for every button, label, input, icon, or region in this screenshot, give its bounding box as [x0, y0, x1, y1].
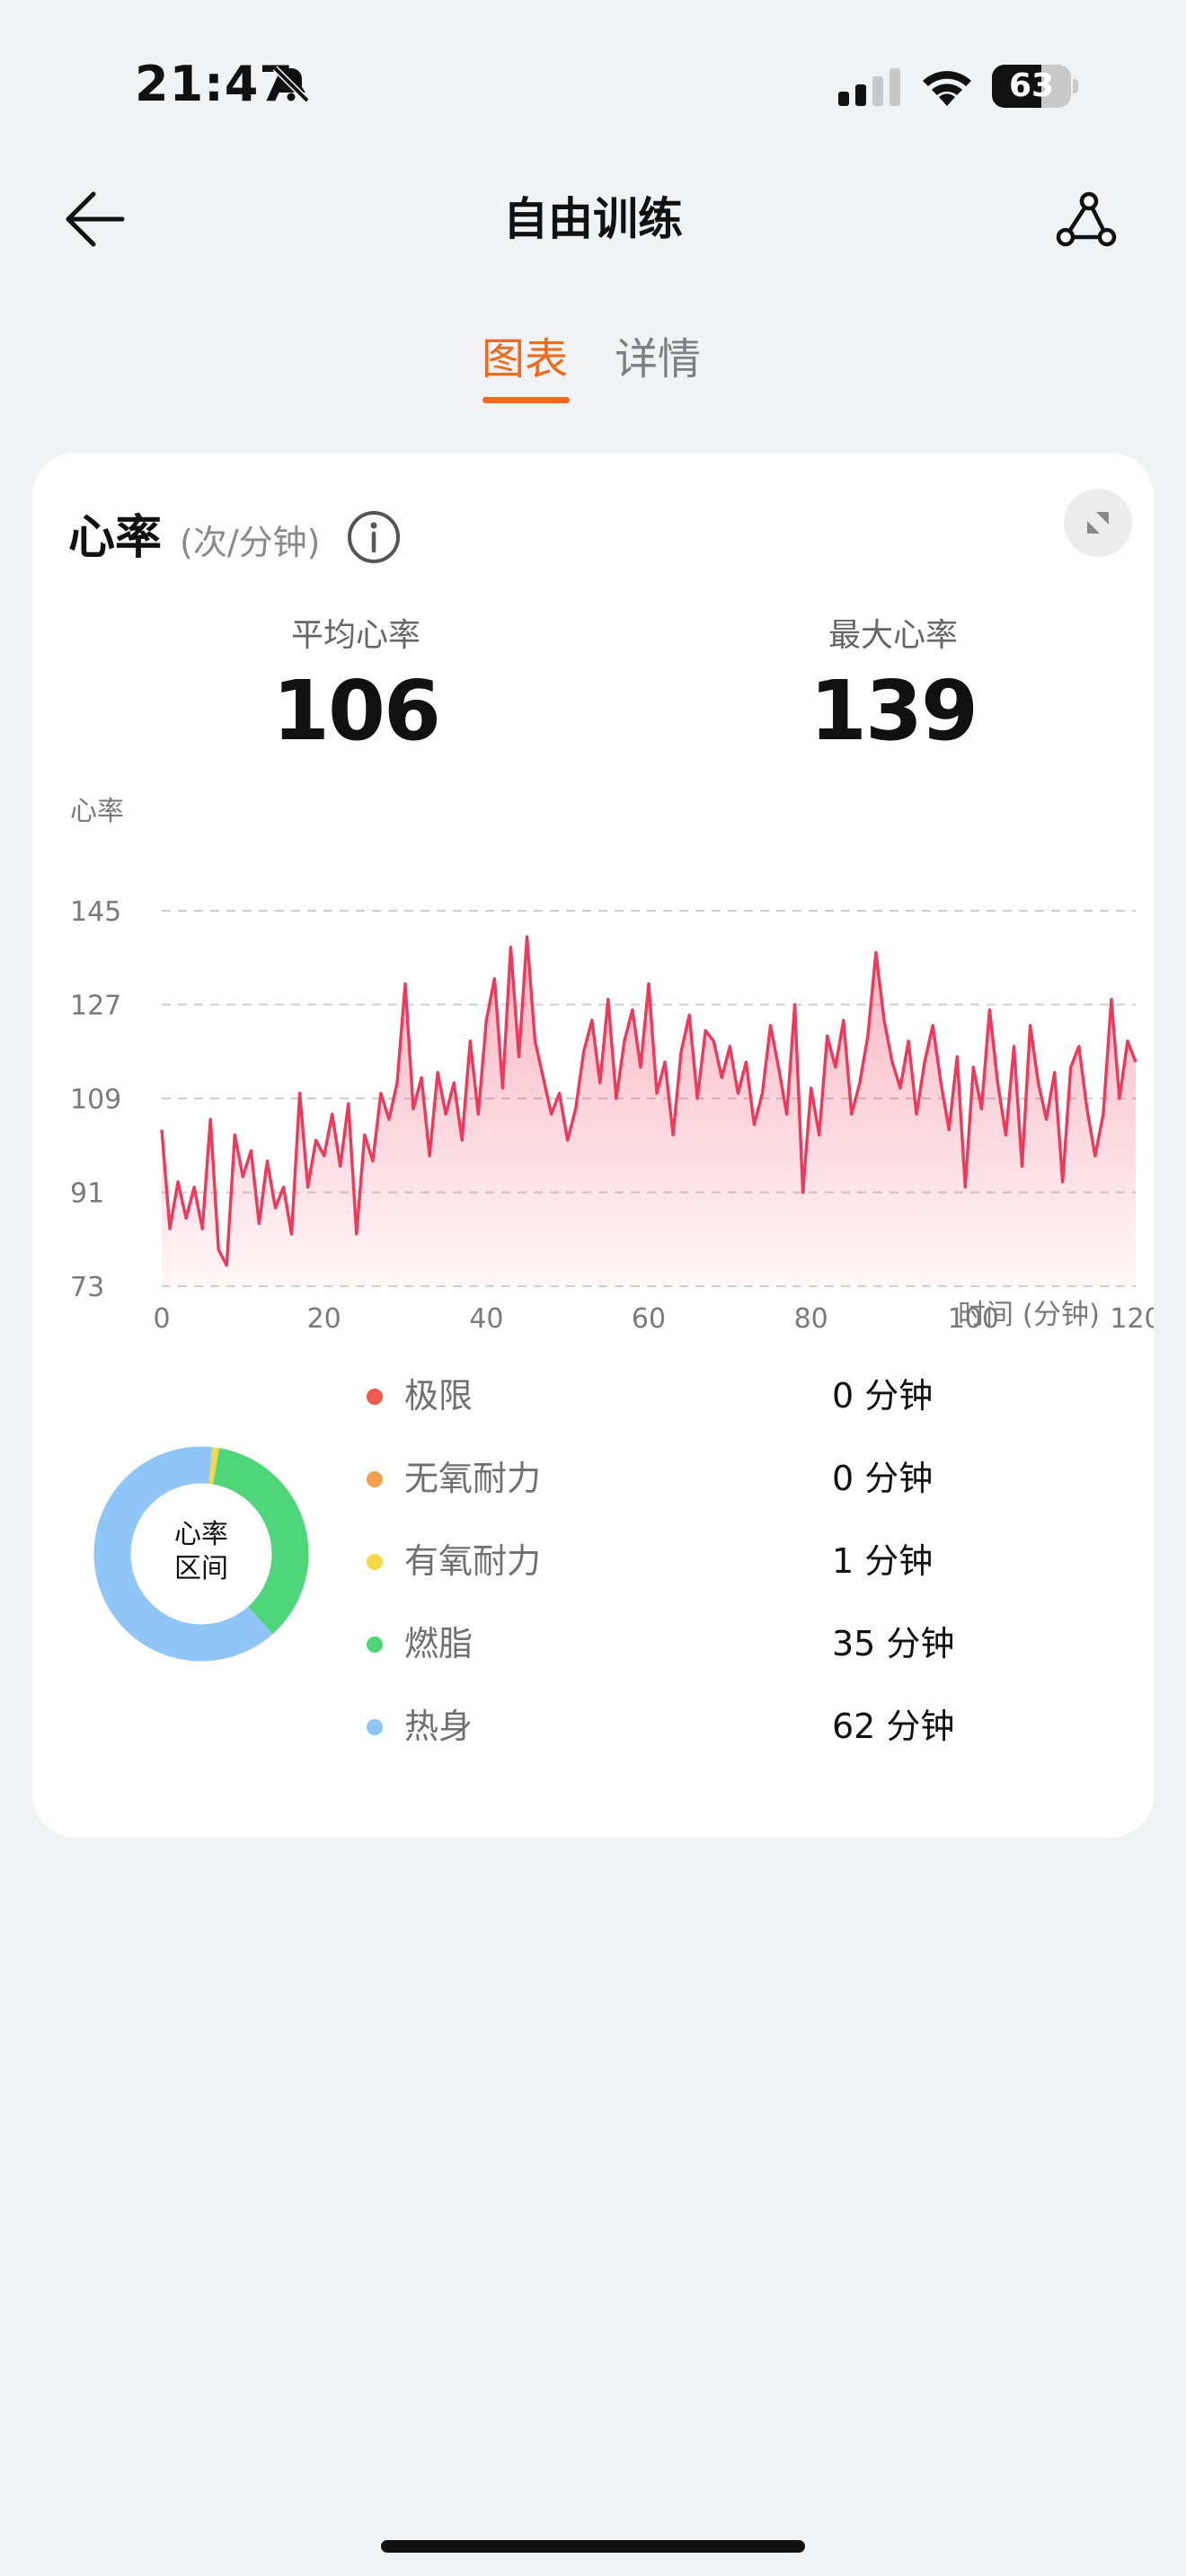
x-tick-label: 100 [948, 1303, 999, 1333]
zone-row-anaerobic: 无氧耐力 0 分钟 [367, 1451, 1103, 1505]
x-tick-label: 20 [307, 1303, 341, 1333]
zone-donut-chart [93, 1446, 309, 1662]
nav-bar: 自由训练 [0, 171, 1186, 260]
heart-rate-card: 心率 (次/分钟) 平均心率 106 最大心率 139 心率 73 91 109 12… [32, 453, 1154, 1838]
expand-icon [1087, 512, 1109, 534]
status-time: 21:47 [135, 56, 294, 112]
x-tick-label: 80 [794, 1303, 828, 1333]
zone-value: 0 分钟 [832, 1459, 934, 1498]
card-title: 心率 [68, 511, 163, 565]
zone-dot-icon [367, 1636, 383, 1653]
battery-icon: 63 [992, 65, 1071, 108]
x-tick-label: 60 [632, 1303, 666, 1333]
tab-chart[interactable]: 图表 [482, 334, 569, 384]
zone-value: 62 分钟 [832, 1707, 955, 1746]
wifi-icon [923, 71, 971, 106]
y-tick-label: 145 [70, 896, 121, 928]
zone-row-fat-burn: 燃脂 35 分钟 [367, 1617, 1103, 1671]
zone-row-warm-up: 热身 62 分钟 [367, 1699, 1103, 1753]
battery-level: 63 [1008, 67, 1055, 104]
page-title: 自由训练 [503, 193, 683, 245]
average-heart-rate: 平均心率 106 [176, 614, 535, 765]
zone-value: 35 分钟 [832, 1624, 955, 1663]
zone-name: 无氧耐力 [404, 1459, 542, 1498]
y-tick-label: 91 [70, 1178, 104, 1210]
zone-name: 有氧耐力 [404, 1541, 542, 1581]
zone-value: 0 分钟 [832, 1376, 934, 1416]
tab-bar: 图表 详情 [0, 325, 1186, 406]
x-tick-label: 120 [1110, 1303, 1154, 1333]
avg-label: 平均心率 [290, 617, 420, 654]
donut-center-label: 心率 区间 [92, 1518, 311, 1586]
zone-name: 燃脂 [404, 1624, 474, 1663]
card-unit: (次/分钟) [180, 523, 321, 562]
x-tick-label: 40 [469, 1303, 503, 1333]
cellular-signal-icon [838, 68, 900, 106]
back-arrow-icon[interactable] [56, 181, 131, 257]
zone-dot-icon [367, 1554, 383, 1570]
tab-details[interactable]: 详情 [615, 334, 702, 384]
max-heart-rate: 最大心率 139 [713, 614, 1073, 765]
zone-name: 热身 [404, 1707, 474, 1746]
y-tick-label: 109 [70, 1084, 121, 1116]
fullscreen-button[interactable] [1064, 489, 1132, 557]
heart-rate-zones: 心率 区间 极限 0 分钟 无氧耐力 0 分钟 有氧耐力 1 分钟 燃脂 35 … [32, 1351, 1154, 1782]
zone-value: 1 分钟 [832, 1541, 934, 1581]
route-track-icon[interactable] [1051, 183, 1123, 255]
zone-row-extreme: 极限 0 分钟 [367, 1369, 1103, 1423]
zone-name: 极限 [404, 1376, 474, 1416]
zone-dot-icon [367, 1719, 383, 1735]
max-label: 最大心率 [828, 617, 958, 654]
x-tick-label: 0 [153, 1303, 170, 1333]
avg-value: 106 [271, 663, 441, 759]
donut-label-line1: 心率 [174, 1519, 228, 1550]
info-icon[interactable] [345, 508, 403, 566]
chart-x-label: 时间 (分钟) [958, 1299, 1101, 1331]
heart-rate-area [162, 937, 1136, 1286]
zone-dot-icon [367, 1471, 383, 1487]
chart-y-label: 心率 [70, 796, 124, 827]
y-tick-label: 127 [70, 991, 121, 1022]
active-tab-indicator [482, 397, 570, 403]
zone-row-aerobic: 有氧耐力 1 分钟 [367, 1534, 1103, 1588]
home-indicator[interactable] [381, 2540, 805, 2553]
status-bar: 21:47 63 [0, 0, 1186, 171]
zone-dot-icon [367, 1389, 383, 1405]
donut-label-line2: 区间 [174, 1553, 228, 1584]
donut-segment [93, 1446, 309, 1662]
y-tick-label: 73 [70, 1272, 104, 1303]
max-value: 139 [809, 663, 978, 759]
donut-segment [93, 1446, 309, 1662]
bell-muted-icon [272, 66, 310, 103]
